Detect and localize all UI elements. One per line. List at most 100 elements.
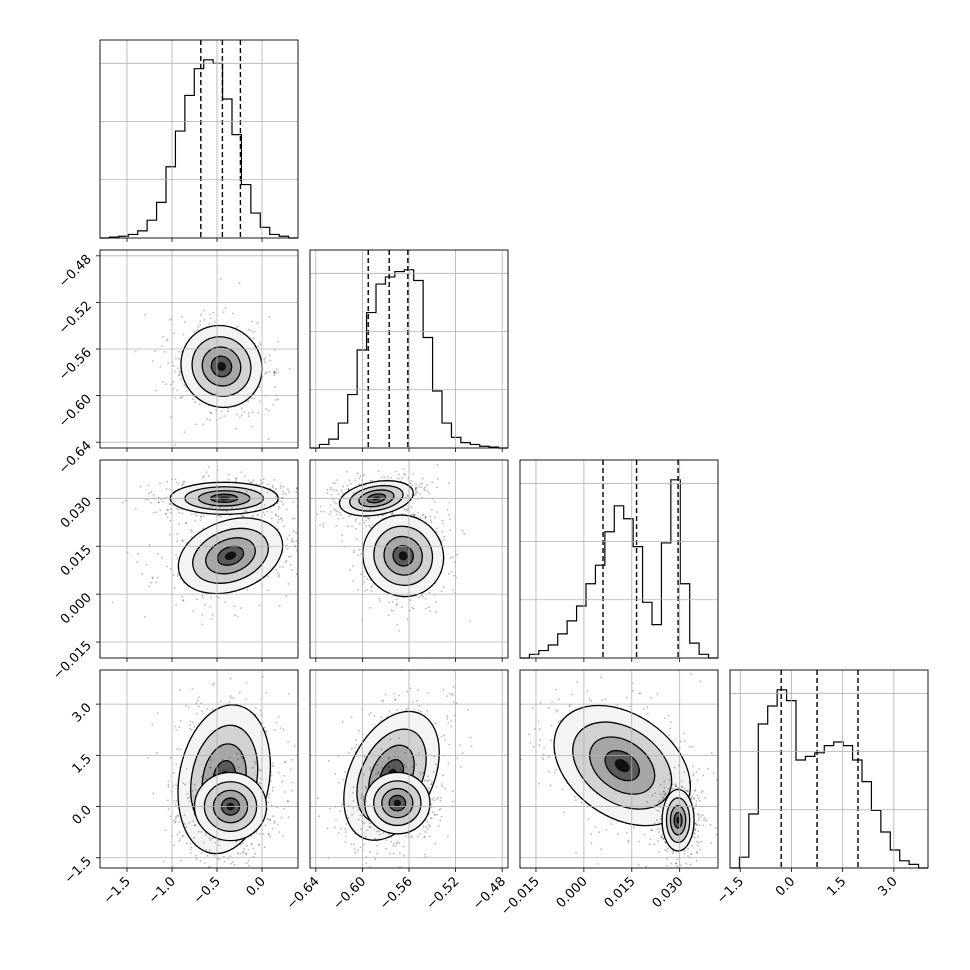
sample-point <box>185 929 187 931</box>
sample-point <box>182 540 184 542</box>
sample-point <box>266 817 269 820</box>
sample-point <box>228 756 231 758</box>
sample-point <box>258 386 261 388</box>
sample-point <box>278 566 281 568</box>
sample-point <box>170 508 172 510</box>
sample-point <box>334 773 337 776</box>
sample-point <box>277 371 279 374</box>
sample-point <box>278 573 280 576</box>
sample-point <box>226 407 229 410</box>
sample-point <box>160 556 163 559</box>
sample-point <box>417 752 420 755</box>
sample-point <box>327 759 330 762</box>
sample-point <box>435 601 437 603</box>
sample-point <box>190 530 193 533</box>
sample-point <box>406 495 409 498</box>
sample-point <box>267 483 270 486</box>
sample-point <box>262 832 265 835</box>
sample-point <box>366 578 368 580</box>
sample-point <box>398 629 400 632</box>
sample-point <box>295 491 298 493</box>
sample-point <box>447 722 450 725</box>
sample-point <box>411 766 414 768</box>
sample-point <box>433 755 436 758</box>
sample-point <box>192 398 194 401</box>
sample-point <box>329 504 332 506</box>
sample-point <box>265 408 267 410</box>
sample-point <box>300 488 302 490</box>
sample-point <box>724 785 726 787</box>
sample-point <box>199 323 202 326</box>
sample-point <box>316 513 319 516</box>
sample-point <box>450 725 453 728</box>
sample-point <box>669 727 672 730</box>
sample-point <box>208 865 211 868</box>
sample-point <box>122 501 124 504</box>
sample-point <box>369 826 372 829</box>
sample-point <box>282 493 284 495</box>
sample-point <box>268 354 271 357</box>
sample-point <box>396 708 398 711</box>
sample-point <box>723 824 725 826</box>
sample-point <box>316 797 319 799</box>
sample-point <box>157 552 159 555</box>
sample-point <box>237 766 240 769</box>
sample-point <box>258 400 261 403</box>
sample-point <box>147 757 150 759</box>
sample-point <box>328 513 331 516</box>
sample-point <box>174 444 176 446</box>
sample-point <box>376 830 378 833</box>
sample-point <box>237 758 239 761</box>
sample-point <box>342 517 344 519</box>
sample-point <box>221 759 224 761</box>
sample-point <box>295 573 298 576</box>
sample-point <box>447 835 449 838</box>
sample-point <box>439 819 442 822</box>
sample-point <box>446 508 449 511</box>
sample-point <box>264 361 266 364</box>
sample-point <box>219 417 222 419</box>
sample-point <box>267 833 270 835</box>
sample-point <box>256 514 259 516</box>
sample-point <box>287 741 289 743</box>
sample-point <box>462 752 464 755</box>
sample-point <box>442 522 445 525</box>
sample-point <box>434 842 437 845</box>
sample-point <box>409 609 412 612</box>
sample-point <box>185 890 187 892</box>
sample-point <box>455 702 458 705</box>
sample-point <box>382 514 385 517</box>
sample-point <box>369 768 372 771</box>
sample-point <box>435 486 438 489</box>
sample-point <box>178 839 181 842</box>
sample-point <box>192 820 195 823</box>
sample-point <box>436 511 438 513</box>
sample-point <box>369 711 372 714</box>
sample-point <box>240 513 243 516</box>
sample-point <box>199 519 202 522</box>
sample-point <box>282 485 284 488</box>
sample-point <box>430 803 433 806</box>
sample-point <box>444 787 447 790</box>
sample-point <box>239 416 241 419</box>
sample-point <box>277 823 279 826</box>
sample-point <box>252 856 255 858</box>
sample-point <box>159 482 161 485</box>
sample-point <box>335 489 338 492</box>
sample-point <box>428 779 430 782</box>
sample-point <box>251 320 254 323</box>
sample-point <box>281 519 284 522</box>
sample-point <box>357 818 360 821</box>
sample-point <box>291 517 294 520</box>
sample-point <box>450 570 453 573</box>
sample-point <box>235 413 238 416</box>
sample-point <box>341 720 344 723</box>
sample-point <box>385 839 388 842</box>
sample-point <box>177 573 180 575</box>
sample-point <box>219 506 221 509</box>
sample-point <box>173 819 176 822</box>
sample-point <box>388 601 391 604</box>
sample-point <box>378 597 381 600</box>
sample-point <box>332 498 334 501</box>
